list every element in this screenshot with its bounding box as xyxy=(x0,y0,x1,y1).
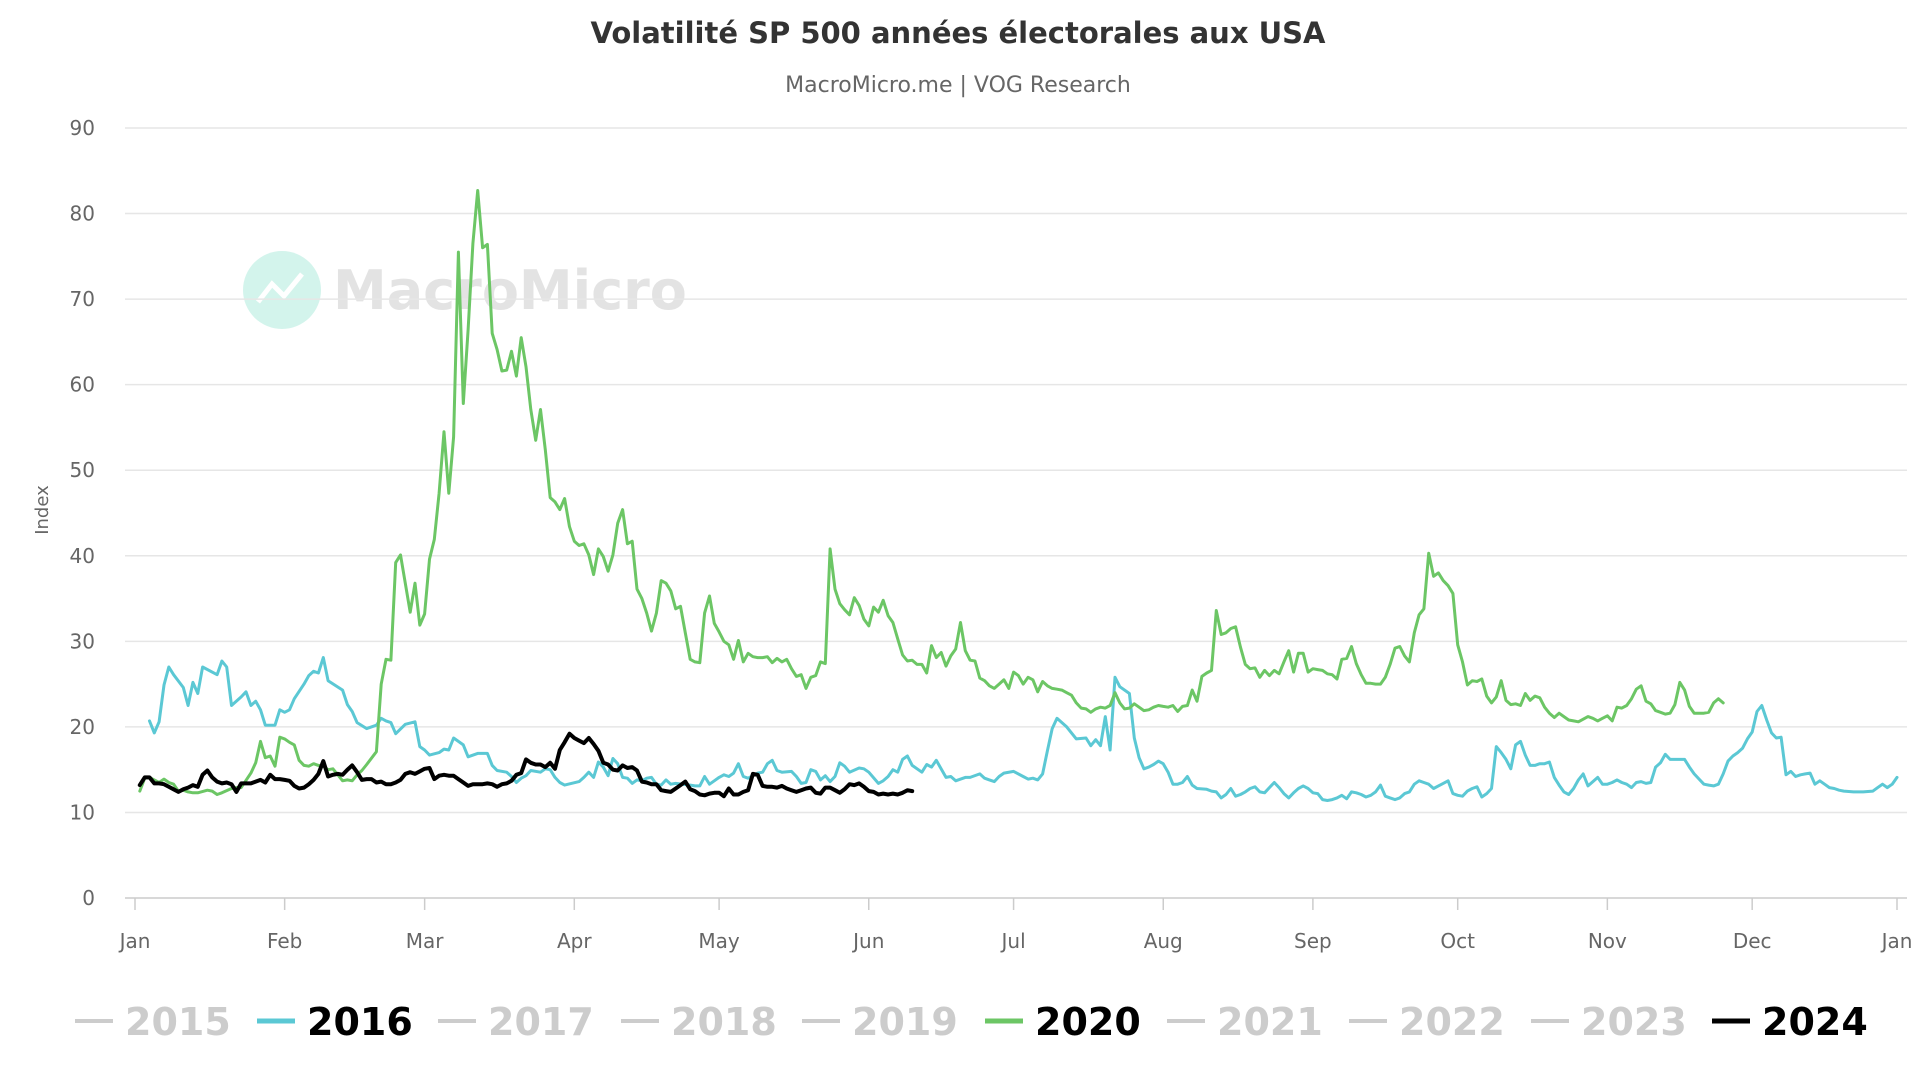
x-tick-label: Apr xyxy=(557,929,592,953)
watermark-text: MacroMicro xyxy=(333,259,687,322)
legend-label: 2019 xyxy=(852,1000,958,1044)
y-tick-label: 0 xyxy=(82,886,95,910)
chart-title: Volatilité SP 500 années électorales aux… xyxy=(590,16,1326,50)
series-line-2024 xyxy=(137,731,915,799)
watermark-logo-icon xyxy=(243,251,321,329)
legend: 2015 2016 2017 2018 2019 2020 2021 2022 2023 2024 xyxy=(75,1000,1868,1044)
x-tick-label: Aug xyxy=(1144,929,1183,953)
x-tick-label: Jan xyxy=(1880,929,1913,953)
y-tick-label: 40 xyxy=(70,544,95,568)
y-tick-label: 70 xyxy=(70,287,95,311)
legend-label: 2017 xyxy=(488,1000,594,1044)
legend-item-2019[interactable]: 2019 xyxy=(802,1000,958,1044)
y-tick-label: 30 xyxy=(70,629,95,653)
legend-item-2021[interactable]: 2021 xyxy=(1167,1000,1323,1044)
y-tick-label: 80 xyxy=(70,202,95,226)
legend-label: 2023 xyxy=(1581,1000,1687,1044)
y-tick-label: 20 xyxy=(70,715,95,739)
series-line-2016 xyxy=(148,656,1899,802)
x-tick-label: May xyxy=(698,929,740,953)
watermark: MacroMicro xyxy=(243,251,687,329)
y-tick-label: 60 xyxy=(70,373,95,397)
x-tick-label: Feb xyxy=(267,929,302,953)
x-tick-label: Jul xyxy=(1000,929,1026,953)
legend-label: 2020 xyxy=(1035,1000,1141,1044)
x-tick-label: Mar xyxy=(406,929,445,953)
chart-subtitle: MacroMicro.me | VOG Research xyxy=(785,73,1131,98)
legend-item-2020[interactable]: 2020 xyxy=(985,1000,1141,1044)
legend-label: 2022 xyxy=(1399,1000,1505,1044)
legend-item-2024[interactable]: 2024 xyxy=(1712,1000,1868,1044)
x-tick-label: Nov xyxy=(1588,929,1627,953)
legend-item-2023[interactable]: 2023 xyxy=(1531,1000,1687,1044)
legend-item-2017[interactable]: 2017 xyxy=(438,1000,594,1044)
x-tick-label: Jan xyxy=(118,929,151,953)
x-tick-label: Oct xyxy=(1440,929,1475,953)
legend-item-2015[interactable]: 2015 xyxy=(75,1000,231,1044)
legend-label: 2016 xyxy=(307,1000,413,1044)
x-tick-label: Jun xyxy=(851,929,884,953)
legend-item-2018[interactable]: 2018 xyxy=(621,1000,777,1044)
legend-label: 2018 xyxy=(671,1000,777,1044)
y-axis-label: Index xyxy=(32,485,53,535)
legend-item-2016[interactable]: 2016 xyxy=(257,1000,413,1044)
grid-lines xyxy=(125,127,1907,814)
series-line-2020 xyxy=(138,189,1725,796)
y-tick-label: 50 xyxy=(70,458,95,482)
x-tick-label: Sep xyxy=(1294,929,1332,953)
x-axis: Jan Feb Mar Apr May Jun Jul Aug Sep Oct Nov Dec Jan xyxy=(118,897,1913,953)
watermark-logo-chart-icon xyxy=(256,272,304,304)
legend-label: 2015 xyxy=(125,1000,231,1044)
y-tick-label: 90 xyxy=(70,116,95,140)
y-tick-label: 10 xyxy=(70,800,95,824)
legend-item-2022[interactable]: 2022 xyxy=(1349,1000,1505,1044)
x-tick-label: Dec xyxy=(1733,929,1772,953)
legend-label: 2024 xyxy=(1762,1000,1868,1044)
series-lines xyxy=(137,189,1899,802)
y-axis-ticks: 0 10 20 30 40 50 60 70 80 90 xyxy=(70,116,95,910)
legend-label: 2021 xyxy=(1217,1000,1323,1044)
